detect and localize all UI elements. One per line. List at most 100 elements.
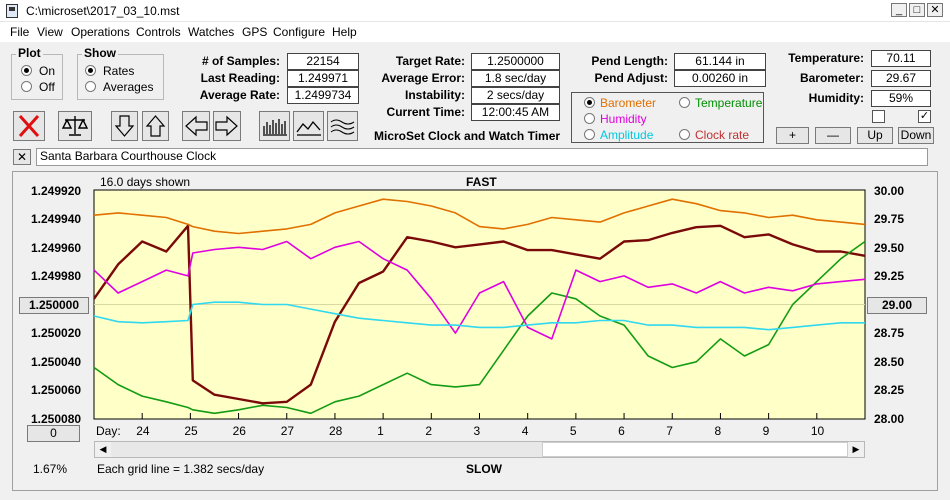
y-right-center-button[interactable]: 29.00	[867, 297, 927, 314]
scale-plus-button[interactable]: +	[776, 127, 809, 144]
right-arrow-button[interactable]	[213, 111, 241, 141]
y-right-tick-2: 29.50	[874, 241, 905, 255]
show-averages-radio[interactable]	[85, 81, 96, 92]
minimize-button[interactable]: _	[891, 3, 907, 17]
menu-gps[interactable]: GPS	[242, 25, 268, 39]
y-left-center-button[interactable]: 1.250000	[19, 297, 89, 314]
menu-view[interactable]: View	[37, 25, 63, 39]
series-line-temperature	[93, 240, 866, 415]
y-right-tick-1: 29.75	[874, 212, 905, 226]
humidity-value: 59%	[871, 90, 931, 107]
x-axis-label: Day:	[96, 424, 121, 438]
scroll-right-icon[interactable]: ▶	[848, 442, 864, 457]
y-left-tick-1: 1.249940	[31, 212, 82, 226]
x-tick-label: 4	[521, 424, 529, 438]
x-tick-label: 27	[280, 424, 295, 438]
checkbox-right[interactable]: ✓	[918, 110, 931, 123]
maximize-button[interactable]: □	[909, 3, 925, 17]
plot-off-radio[interactable]	[21, 81, 32, 92]
slow-label: SLOW	[466, 462, 502, 476]
scale-down-button[interactable]: Down	[898, 127, 934, 144]
humidity-option-label: Humidity	[600, 112, 647, 126]
x-tick-label: 25	[184, 424, 198, 438]
menu-help[interactable]: Help	[332, 25, 357, 39]
y-left-tick-0: 1.249920	[31, 184, 82, 198]
bar-view-button[interactable]	[259, 111, 290, 141]
current-time-value: 12:00:45 AM	[471, 104, 560, 121]
left-arrow-icon	[185, 115, 208, 137]
samples-label: # of Samples:	[201, 54, 280, 68]
humidity-radio[interactable]	[584, 113, 595, 124]
scale-minus-button[interactable]: —	[815, 127, 851, 144]
balance-button[interactable]	[58, 111, 92, 141]
scroll-left-icon[interactable]: ◀	[95, 442, 111, 457]
series-line-humidity	[93, 240, 866, 340]
window-title: C:\microset\2017_03_10.mst	[26, 4, 180, 18]
menu-bar: File View Operations Controls Watches GP…	[0, 22, 950, 42]
clock-rate-radio[interactable]	[679, 129, 690, 140]
x-tick-label: 24	[136, 424, 150, 438]
pend-length-value: 61.144 in	[674, 53, 766, 70]
humidity-label: Humidity:	[808, 91, 864, 105]
bars-icon	[263, 119, 287, 136]
app-icon	[6, 4, 18, 18]
last-reading-label: Last Reading:	[200, 71, 280, 85]
menu-controls[interactable]: Controls	[136, 25, 181, 39]
up-arrow-button[interactable]	[142, 111, 169, 141]
menu-operations[interactable]: Operations	[71, 25, 130, 39]
menu-watches[interactable]: Watches	[188, 25, 235, 39]
average-rate-label: Average Rate:	[199, 88, 280, 102]
chart-panel	[12, 171, 938, 491]
right-arrow-icon	[215, 115, 238, 137]
series-line-barometer	[93, 198, 866, 235]
plot-group: Plot	[11, 46, 63, 100]
show-rates-radio[interactable]	[85, 65, 96, 76]
y-left-tick-6: 1.250040	[31, 355, 82, 369]
pend-adjust-value: 0.00260 in	[674, 70, 766, 87]
barometer-radio[interactable]	[584, 97, 595, 108]
down-arrow-button[interactable]	[111, 111, 138, 141]
app-caption: MicroSet Clock and Watch Timer	[374, 129, 561, 143]
zero-button[interactable]: 0	[27, 425, 80, 442]
checkbox-left[interactable]	[872, 110, 885, 123]
line-view-button[interactable]	[293, 111, 324, 141]
scroll-thumb[interactable]	[542, 442, 848, 457]
target-rate-value[interactable]: 1.2500000	[471, 53, 560, 70]
menu-configure[interactable]: Configure	[273, 25, 326, 39]
y-right-tick-6: 28.50	[874, 355, 905, 369]
left-arrow-button[interactable]	[182, 111, 210, 141]
close-clock-button[interactable]: ✕	[13, 149, 31, 165]
sensor-select-box	[571, 92, 764, 143]
series-line-clock-rate	[93, 224, 866, 405]
temperature-radio[interactable]	[679, 97, 690, 108]
fast-label: FAST	[466, 175, 497, 189]
amplitude-radio[interactable]	[584, 129, 595, 140]
stop-button[interactable]	[13, 111, 45, 141]
wave-line-icon	[296, 120, 321, 136]
pend-adjust-label: Pend Adjust:	[594, 71, 668, 85]
series-lines	[93, 198, 866, 415]
temperature-label: Temperature:	[788, 51, 864, 65]
plot-on-label: On	[39, 64, 56, 78]
menu-file[interactable]: File	[10, 25, 30, 39]
close-window-button[interactable]: ✕	[927, 3, 943, 17]
multi-line-view-button[interactable]	[327, 111, 358, 141]
scale-balance-icon	[61, 116, 89, 136]
y-right-tick-8: 28.00	[874, 412, 905, 426]
x-tick-label: 26	[232, 424, 246, 438]
scale-up-button[interactable]: Up	[857, 127, 893, 144]
series-line-amplitude	[93, 301, 865, 331]
y-left-tick-2: 1.249960	[31, 241, 82, 255]
show-rates-label: Rates	[103, 64, 135, 78]
clock-name-field[interactable]: Santa Barbara Courthouse Clock	[36, 148, 928, 166]
y-left-tick-3: 1.249980	[31, 269, 82, 283]
barometer-value: 29.67	[871, 70, 931, 87]
grid-note: Each grid line = 1.382 secs/day	[97, 462, 265, 476]
plot-on-radio[interactable]	[21, 65, 32, 76]
y-right-tick-7: 28.25	[874, 383, 905, 397]
samples-value: 22154	[287, 53, 359, 70]
horizontal-scrollbar[interactable]: ◀ ▶	[94, 441, 865, 458]
average-rate-value: 1.2499734	[287, 87, 359, 104]
last-reading-value: 1.249971	[287, 70, 359, 87]
